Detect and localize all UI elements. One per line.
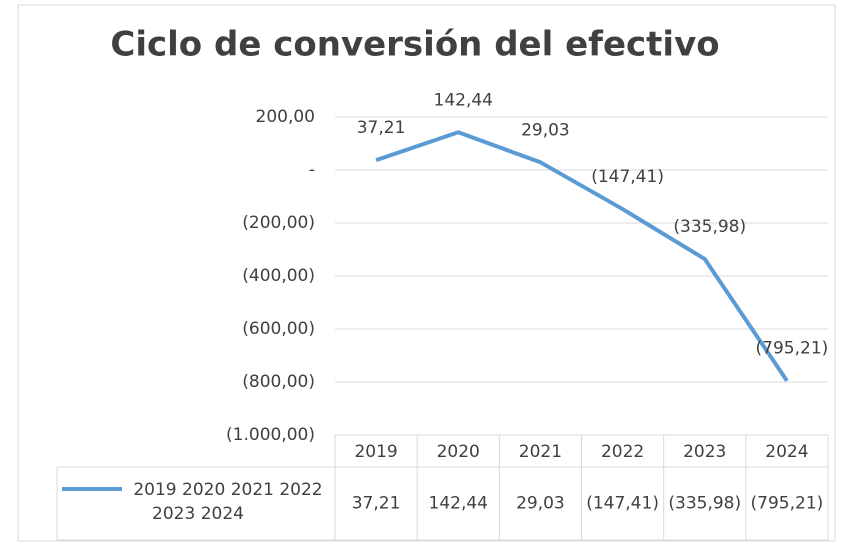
line — [375, 130, 789, 382]
x-tick-label: 2022 — [601, 442, 644, 462]
data-label: (795,21) — [756, 339, 829, 359]
data-label: 142,44 — [434, 90, 493, 110]
chart-title: Ciclo de conversión del efectivo — [110, 25, 719, 65]
table-value: (147,41) — [586, 494, 659, 514]
x-tick-label: 2020 — [437, 442, 480, 462]
table-value: (795,21) — [751, 494, 824, 514]
data-label: 29,03 — [521, 120, 570, 140]
data-label: 37,21 — [357, 118, 406, 138]
y-tick-label: - — [309, 160, 315, 180]
x-tick-label: 2023 — [683, 442, 726, 462]
legend-label: 2019 2020 2021 2022 2023 2024 — [133, 480, 323, 524]
data-label: (147,41) — [591, 167, 664, 187]
y-tick-label: (1.000,00) — [226, 425, 315, 445]
x-tick-label: 2021 — [519, 442, 562, 462]
y-tick-label: (200,00) — [242, 213, 315, 233]
x-tick-label: 2019 — [354, 442, 397, 462]
table-value: 29,03 — [516, 494, 565, 514]
y-tick-label: 200,00 — [256, 107, 315, 127]
table-value: 142,44 — [429, 494, 488, 514]
y-tick-label: (800,00) — [242, 372, 315, 392]
data-label: (335,98) — [673, 217, 746, 237]
y-tick-label: (400,00) — [242, 266, 315, 286]
x-tick-label: 2024 — [765, 442, 808, 462]
chart-border — [17, 4, 836, 542]
y-tick-label: (600,00) — [242, 319, 315, 339]
table-value: (335,98) — [668, 494, 741, 514]
table-value: 37,21 — [352, 494, 401, 514]
